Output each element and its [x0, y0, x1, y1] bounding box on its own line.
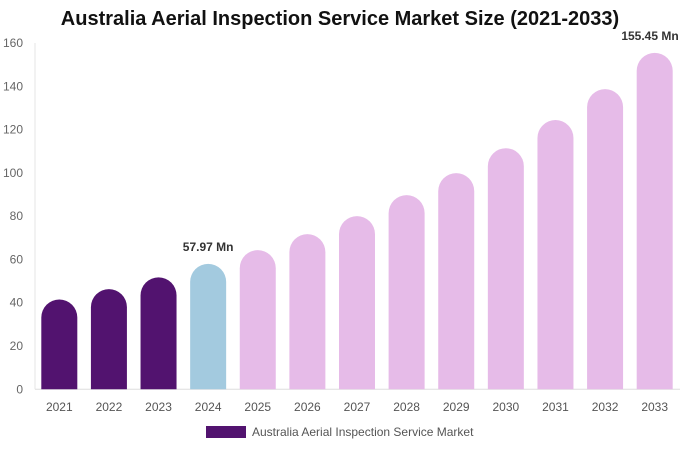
- y-tick-label: 80: [10, 209, 24, 223]
- y-tick-label: 100: [3, 166, 23, 180]
- bar-2029: [438, 173, 475, 390]
- bar-2023: [140, 277, 177, 390]
- y-tick-label: 20: [10, 339, 24, 353]
- x-tick-label: 2033: [641, 400, 668, 414]
- bar-2026: [289, 234, 326, 390]
- x-tick-label: 2030: [492, 400, 519, 414]
- bar-2033: [636, 52, 673, 390]
- data-label-2024: 57.97 Mn: [183, 240, 234, 254]
- y-tick-label: 0: [16, 382, 23, 396]
- bar-2027: [339, 216, 375, 390]
- legend-swatch: [206, 426, 246, 438]
- y-tick-label: 40: [10, 296, 24, 310]
- chart-title: Australia Aerial Inspection Service Mark…: [60, 8, 620, 30]
- y-tick-label: 120: [3, 123, 23, 137]
- y-tick-label: 60: [10, 252, 24, 266]
- x-tick-label: 2025: [244, 400, 271, 414]
- bar-2024: [190, 263, 227, 390]
- x-tick-label: 2027: [344, 400, 371, 414]
- x-tick-label: 2032: [592, 400, 619, 414]
- legend-label: Australia Aerial Inspection Service Mark…: [252, 425, 474, 439]
- bar-2028: [388, 195, 425, 390]
- bar-2032: [587, 89, 624, 390]
- bar-2031: [537, 120, 574, 390]
- y-tick-label: 140: [3, 79, 23, 93]
- bar-2030: [487, 148, 524, 390]
- x-tick-label: 2028: [393, 400, 420, 414]
- x-tick-label: 2021: [46, 400, 73, 414]
- bar-2025: [239, 250, 276, 390]
- y-tick-label: 160: [3, 36, 23, 50]
- bar-2022: [90, 289, 127, 390]
- x-tick-label: 2022: [96, 400, 123, 414]
- bar-2021: [41, 299, 78, 390]
- x-tick-label: 2024: [195, 400, 222, 414]
- x-tick-label: 2023: [145, 400, 172, 414]
- x-tick-label: 2026: [294, 400, 321, 414]
- x-tick-label: 2031: [542, 400, 569, 414]
- legend[interactable]: Australia Aerial Inspection Service Mark…: [206, 425, 473, 439]
- data-label-2033: 155.45 Mn: [621, 29, 678, 43]
- x-tick-label: 2029: [443, 400, 470, 414]
